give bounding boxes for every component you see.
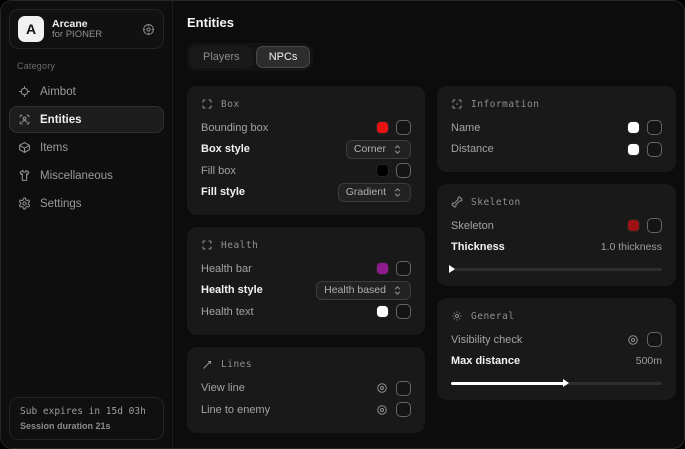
setting-row-visibility-check: Visibility check — [451, 329, 662, 351]
page-title: Entities — [187, 15, 234, 30]
setting-row-thickness: Thickness 1.0 thickness — [451, 241, 662, 254]
view-line-checkbox[interactable] — [396, 380, 411, 396]
card-title: Health — [221, 239, 259, 251]
setting-row-bounding-box: Bounding box — [201, 117, 411, 139]
gear-icon[interactable] — [376, 404, 388, 416]
card-title: Information — [471, 98, 540, 110]
sidebar-item-label: Settings — [40, 197, 82, 210]
card-title: Lines — [221, 359, 253, 370]
health-text-checkbox[interactable] — [396, 304, 411, 320]
card-skeleton: Skeleton Skeleton Thickness 1.0 thicknes… — [437, 184, 676, 286]
chevrons-up-down-icon — [392, 187, 403, 198]
subscription-card: Sub expires in 15d 03h Session duration … — [9, 397, 164, 440]
box-style-dropdown[interactable]: Corner — [345, 139, 411, 159]
card-information: Information Name Distance — [437, 86, 676, 172]
chevrons-up-down-icon — [392, 285, 403, 296]
tab-npcs[interactable]: NPCs — [255, 46, 311, 68]
card-box: Box Bounding box Box style Corner — [187, 86, 425, 215]
user-scan-icon — [18, 113, 31, 126]
color-swatch[interactable] — [628, 220, 639, 232]
gear-icon[interactable] — [627, 334, 639, 346]
sub-expires-text: Sub expires in 15d 03h — [20, 406, 146, 417]
chevrons-up-down-icon — [392, 144, 403, 155]
sidebar-item-items[interactable]: Items — [9, 134, 164, 161]
sidebar-item-settings[interactable]: Settings — [9, 190, 164, 217]
gear-icon[interactable] — [376, 382, 388, 394]
skeleton-checkbox[interactable] — [647, 218, 662, 234]
app-logo: A — [18, 16, 44, 42]
distance-checkbox[interactable] — [647, 141, 662, 157]
sidebar: A Arcane for PIONER Category Aimbot — [1, 1, 173, 448]
color-swatch[interactable] — [377, 122, 388, 134]
scan-icon — [201, 239, 213, 251]
shirt-icon — [18, 169, 31, 182]
card-title: General — [471, 310, 515, 322]
card-health: Health Health bar Health style Health ba… — [187, 227, 425, 335]
color-swatch[interactable] — [377, 306, 388, 318]
line-to-enemy-checkbox[interactable] — [396, 402, 411, 418]
setting-row-name: Name — [451, 117, 662, 139]
sidebar-item-label: Items — [40, 141, 69, 154]
settings-icon[interactable] — [142, 23, 155, 36]
sidebar-item-entities[interactable]: Entities — [9, 106, 164, 133]
sidebar-item-label: Aimbot — [40, 85, 76, 98]
thickness-slider[interactable] — [451, 264, 662, 274]
gear-icon — [451, 310, 463, 322]
fill-style-dropdown[interactable]: Gradient — [337, 182, 411, 202]
session-duration-text: Session duration 21s — [20, 421, 111, 431]
info-scan-icon — [451, 98, 463, 110]
setting-row-health-bar: Health bar — [201, 258, 411, 280]
logo-letter: A — [25, 21, 37, 37]
tab-players[interactable]: Players — [190, 46, 253, 68]
setting-row-fill-style: Fill style Gradient — [201, 182, 411, 204]
settings-grid: Box Bounding box Box style Corner — [187, 86, 676, 433]
max-distance-value: 500m — [635, 355, 662, 368]
card-title: Skeleton — [471, 196, 521, 208]
thickness-value: 1.0 thickness — [600, 241, 662, 254]
setting-row-health-style: Health style Health based — [201, 280, 411, 302]
sidebar-item-miscellaneous[interactable]: Miscellaneous — [9, 162, 164, 189]
color-swatch[interactable] — [377, 263, 388, 275]
fill-box-checkbox[interactable] — [396, 163, 411, 179]
max-distance-slider[interactable] — [451, 378, 662, 388]
sidebar-nav: Aimbot Entities Items Miscellaneous — [9, 78, 164, 218]
tab-bar: Players NPCs — [187, 43, 314, 71]
crosshair-icon — [18, 85, 31, 98]
sidebar-item-aimbot[interactable]: Aimbot — [9, 78, 164, 105]
app-name: Arcane — [52, 17, 88, 30]
name-checkbox[interactable] — [647, 120, 662, 136]
health-bar-checkbox[interactable] — [396, 261, 411, 277]
color-swatch[interactable] — [628, 143, 639, 155]
setting-row-skeleton: Skeleton — [451, 215, 662, 237]
sidebar-item-label: Miscellaneous — [40, 169, 113, 182]
card-general: General Visibility check Max distance — [437, 298, 676, 400]
card-lines: Lines View line Line to enemy — [187, 346, 425, 433]
visibility-check-checkbox[interactable] — [647, 332, 662, 348]
color-swatch[interactable] — [377, 165, 388, 177]
diagonal-line-icon — [201, 359, 213, 371]
setting-row-box-style: Box style Corner — [201, 139, 411, 161]
category-label: Category — [17, 61, 56, 71]
setting-row-distance: Distance — [451, 139, 662, 161]
setting-row-view-line: View line — [201, 378, 411, 400]
health-style-dropdown[interactable]: Health based — [316, 280, 411, 300]
setting-row-max-distance: Max distance 500m — [451, 355, 662, 368]
bounding-box-checkbox[interactable] — [396, 120, 411, 136]
setting-row-fill-box: Fill box — [201, 160, 411, 182]
setting-row-line-to-enemy: Line to enemy — [201, 399, 411, 421]
gear-icon — [18, 197, 31, 210]
setting-row-health-text: Health text — [201, 301, 411, 323]
bone-icon — [451, 196, 463, 208]
color-swatch[interactable] — [628, 122, 639, 134]
package-icon — [18, 141, 31, 154]
app-subtitle: for PIONER — [52, 28, 103, 40]
scan-icon — [201, 98, 213, 110]
main-content: Entities Players NPCs Box Bounding box — [173, 1, 684, 448]
card-title: Box — [221, 98, 240, 110]
brand-card: A Arcane for PIONER — [9, 9, 164, 49]
sidebar-item-label: Entities — [40, 113, 82, 126]
